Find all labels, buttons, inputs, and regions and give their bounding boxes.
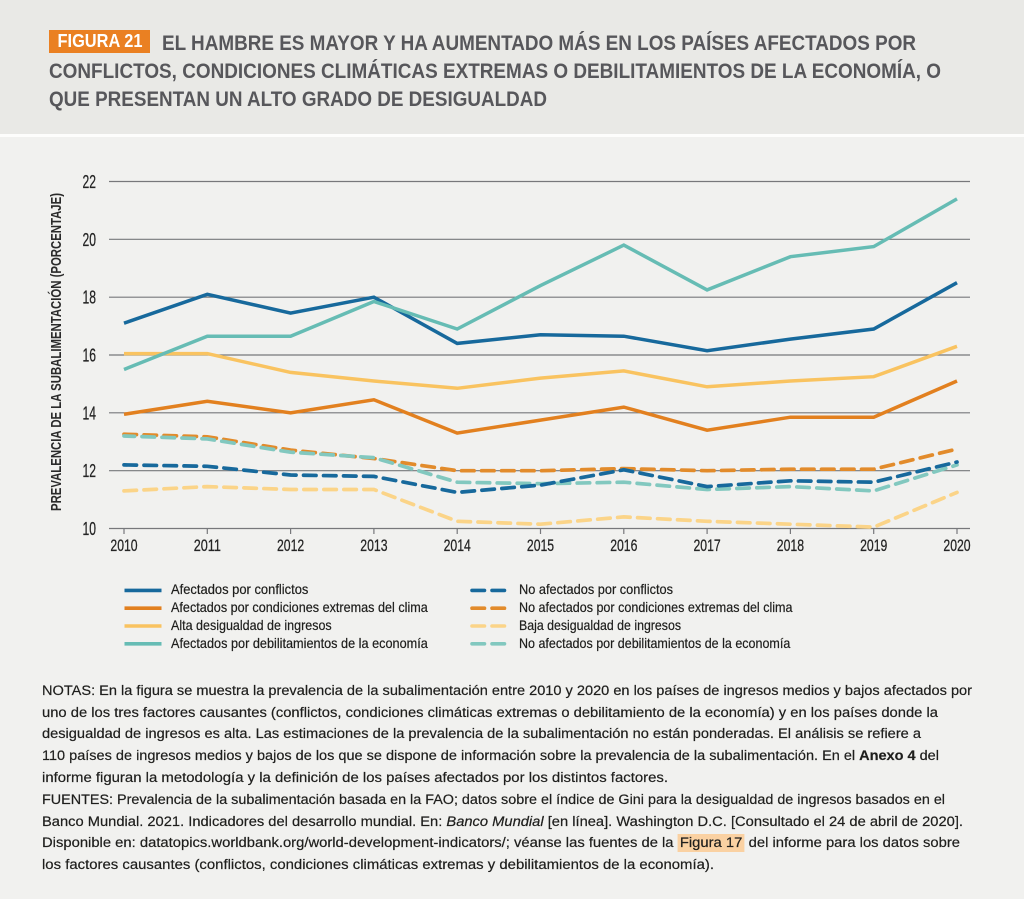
svg-text:12: 12 bbox=[83, 461, 97, 481]
svg-text:2019: 2019 bbox=[860, 537, 887, 555]
svg-text:2018: 2018 bbox=[777, 537, 804, 555]
svg-text:2010: 2010 bbox=[110, 537, 137, 555]
svg-text:PREVALENCIA DE LA SUBALIMENTAC: PREVALENCIA DE LA SUBALIMENTACIÓN (PORCE… bbox=[47, 193, 65, 511]
svg-text:20: 20 bbox=[83, 230, 97, 250]
svg-text:2015: 2015 bbox=[527, 537, 554, 555]
svg-text:2016: 2016 bbox=[610, 537, 637, 555]
svg-text:2020: 2020 bbox=[943, 537, 970, 555]
svg-text:2011: 2011 bbox=[194, 537, 221, 555]
svg-text:2012: 2012 bbox=[277, 537, 304, 555]
svg-text:2014: 2014 bbox=[444, 537, 471, 555]
svg-text:14: 14 bbox=[83, 403, 97, 423]
svg-text:10: 10 bbox=[83, 519, 97, 539]
svg-text:2013: 2013 bbox=[360, 537, 387, 555]
svg-text:16: 16 bbox=[83, 346, 97, 366]
svg-text:22: 22 bbox=[83, 172, 97, 192]
svg-text:18: 18 bbox=[83, 288, 97, 308]
svg-text:2017: 2017 bbox=[694, 537, 721, 555]
